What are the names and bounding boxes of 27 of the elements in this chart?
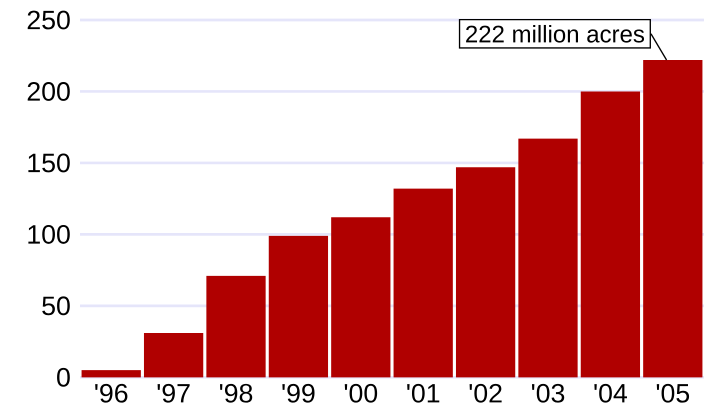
y-tick-label: 100 [28,225,70,244]
bar [518,138,578,378]
bar [206,276,266,378]
bar [580,92,640,378]
bar [331,217,390,378]
x-tick-label: '99 [282,384,315,403]
bar [394,188,453,378]
x-tick-label: '97 [158,384,190,403]
bar [82,370,141,378]
x-tick-label: '98 [220,384,252,403]
x-tick-label: '05 [656,384,690,403]
x-tick-label: '02 [470,384,502,403]
bar [268,236,328,378]
y-tick-label: 200 [28,82,70,102]
x-tick-label: '96 [95,384,128,403]
x-tick-label: '00 [344,384,378,403]
bar [144,333,204,378]
bar [643,60,702,378]
x-tick-label: '04 [594,384,627,403]
y-tick-label: 50 [42,296,70,316]
bar [456,167,516,378]
annotation: 222 million acres [466,25,644,43]
x-tick-label: '03 [532,384,564,403]
y-tick-label: 150 [28,154,70,173]
x-tick-label: '01 [407,384,440,403]
y-tick-label: 0 [57,368,70,387]
y-tick-label: 250 [28,10,70,30]
